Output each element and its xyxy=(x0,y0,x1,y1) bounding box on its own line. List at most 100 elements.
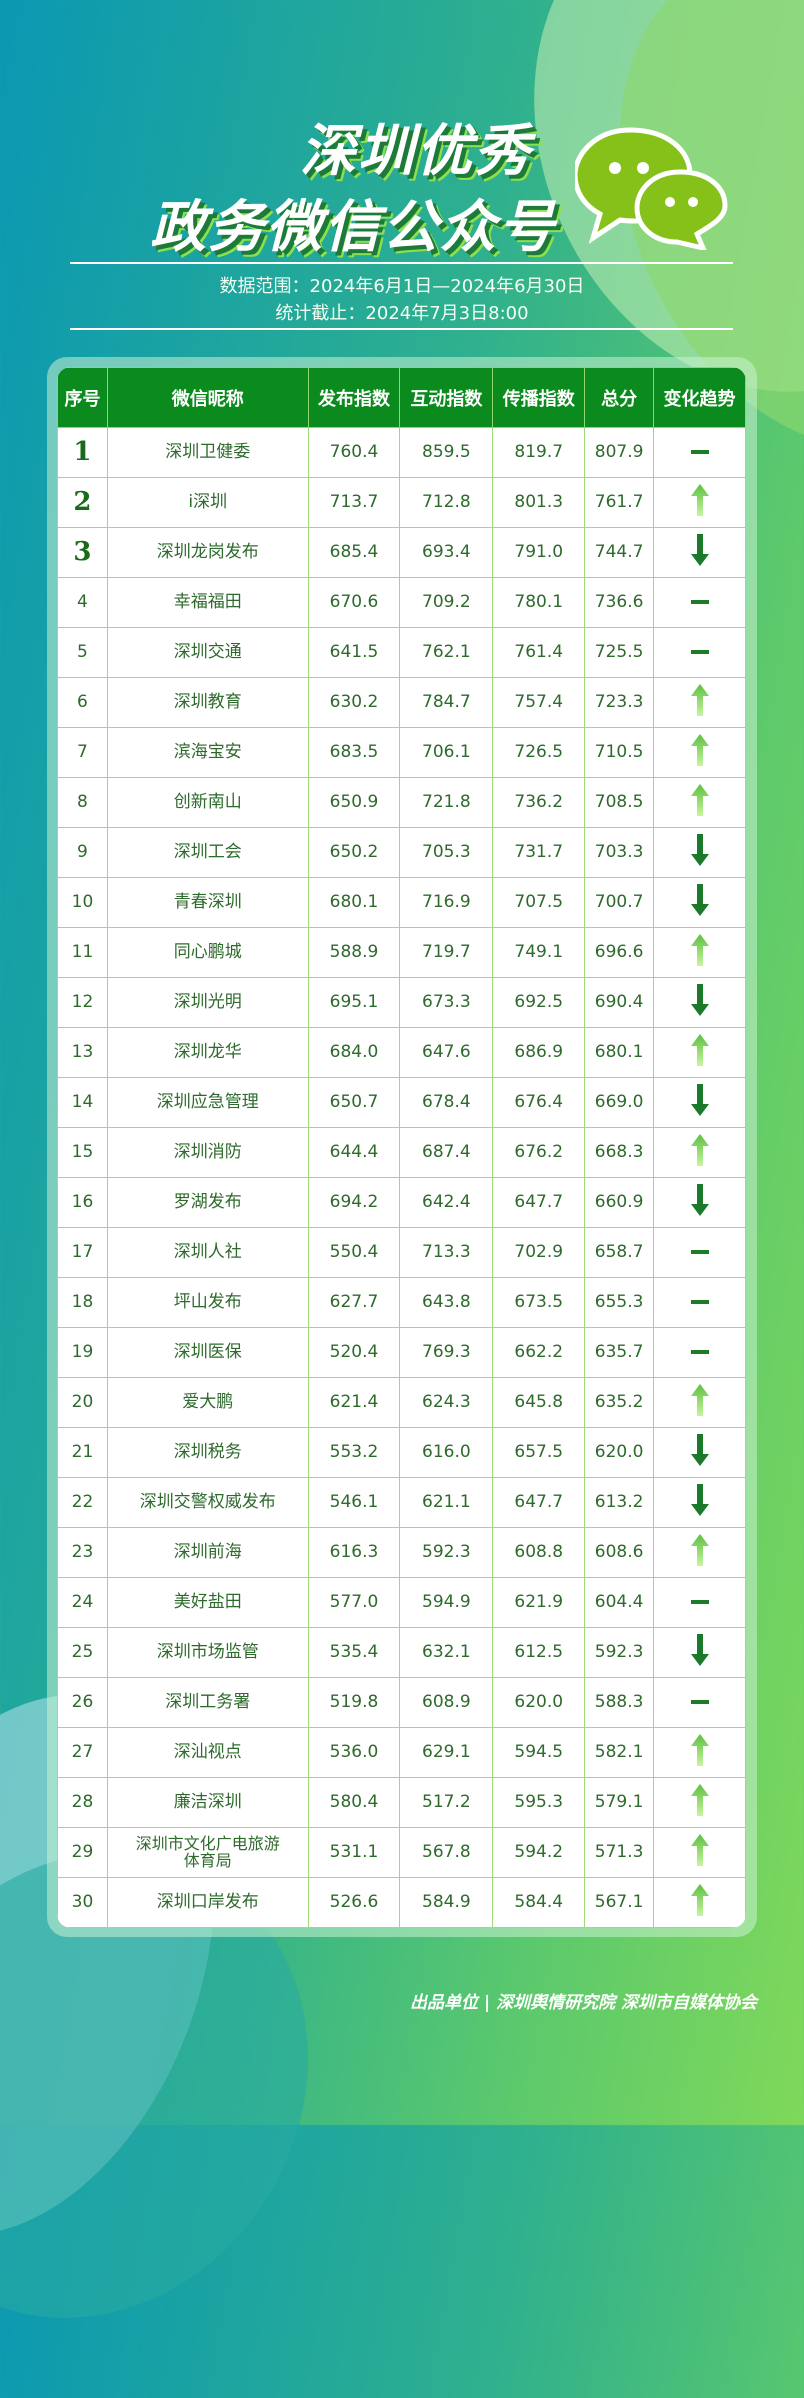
column-header: 微信昵称 xyxy=(106,367,309,428)
table-row: 28 廉洁深圳 580.4 517.2 595.3 579.1 xyxy=(57,1777,746,1828)
trend-cell xyxy=(653,577,746,628)
account-name-cell: 廉洁深圳 xyxy=(106,1777,309,1828)
total-score-cell: 582.1 xyxy=(584,1727,655,1778)
total-score-cell: 655.3 xyxy=(584,1277,655,1328)
divider xyxy=(70,328,733,330)
interaction-index-cell: 592.3 xyxy=(399,1527,494,1578)
account-name-cell: 坪山发布 xyxy=(106,1277,309,1328)
rank-cell: 5 xyxy=(57,627,108,678)
spread-index-cell: 645.8 xyxy=(492,1377,586,1428)
account-name-cell: 深圳交通 xyxy=(106,627,309,678)
trend-cell xyxy=(653,477,746,528)
arrow-down-icon xyxy=(690,1634,709,1667)
table-row: 20 爱大鹏 621.4 624.3 645.8 635.2 xyxy=(57,1377,746,1428)
spread-index-cell: 612.5 xyxy=(492,1627,586,1678)
publish-index-cell: 650.9 xyxy=(307,777,401,828)
trend-cell xyxy=(653,1677,746,1728)
publish-index-cell: 684.0 xyxy=(307,1027,401,1078)
rank-cell: 23 xyxy=(57,1527,108,1578)
rank-cell: 25 xyxy=(57,1627,108,1678)
column-header: 总分 xyxy=(584,367,655,428)
table-header-row: 序号 微信昵称 发布指数 互动指数 传播指数 总分 变化趋势 xyxy=(57,367,746,428)
rank-cell: 1 xyxy=(57,427,108,478)
arrow-up-icon xyxy=(690,1884,709,1917)
publish-index-cell: 680.1 xyxy=(307,877,401,928)
spread-index-cell: 647.7 xyxy=(492,1177,586,1228)
rank-cell: 15 xyxy=(57,1127,108,1178)
total-score-cell: 710.5 xyxy=(584,727,655,778)
account-name-cell: 创新南山 xyxy=(106,777,309,828)
spread-index-cell: 726.5 xyxy=(492,727,586,778)
spread-index-cell: 707.5 xyxy=(492,877,586,928)
no-change-icon xyxy=(690,1599,709,1604)
publish-index-cell: 536.0 xyxy=(307,1727,401,1778)
no-change-icon xyxy=(690,1349,709,1354)
total-score-cell: 592.3 xyxy=(584,1627,655,1678)
rank-cell: 20 xyxy=(57,1377,108,1428)
table-row: 11 同心鹏城 588.9 719.7 749.1 696.6 xyxy=(57,927,746,978)
account-name-cell: 深圳光明 xyxy=(106,977,309,1028)
spread-index-cell: 676.2 xyxy=(492,1127,586,1178)
spread-index-cell: 620.0 xyxy=(492,1677,586,1728)
spread-index-cell: 819.7 xyxy=(492,427,586,478)
arrow-up-icon xyxy=(690,1534,709,1567)
rank-cell: 2 xyxy=(57,477,108,528)
rank-cell: 16 xyxy=(57,1177,108,1228)
interaction-index-cell: 616.0 xyxy=(399,1427,494,1478)
total-score-cell: 608.6 xyxy=(584,1527,655,1578)
no-change-icon xyxy=(690,449,709,454)
trend-cell xyxy=(653,877,746,928)
spread-index-cell: 594.2 xyxy=(492,1827,586,1878)
arrow-up-icon xyxy=(690,784,709,817)
interaction-index-cell: 673.3 xyxy=(399,977,494,1028)
spread-index-cell: 686.9 xyxy=(492,1027,586,1078)
rank-cell: 13 xyxy=(57,1027,108,1078)
trend-cell xyxy=(653,727,746,778)
arrow-down-icon xyxy=(690,984,709,1017)
trend-cell xyxy=(653,827,746,878)
rank-cell: 9 xyxy=(57,827,108,878)
spread-index-cell: 662.2 xyxy=(492,1327,586,1378)
interaction-index-cell: 621.1 xyxy=(399,1477,494,1528)
arrow-down-icon xyxy=(690,534,709,567)
no-change-icon xyxy=(690,649,709,654)
table-row: 3 深圳龙岗发布 685.4 693.4 791.0 744.7 xyxy=(57,527,746,578)
table-row: 29 深圳市文化广电旅游体育局 531.1 567.8 594.2 571.3 xyxy=(57,1827,746,1878)
trend-cell xyxy=(653,1227,746,1278)
publish-index-cell: 577.0 xyxy=(307,1577,401,1628)
account-name-cell: 滨海宝安 xyxy=(106,727,309,778)
total-score-cell: 725.5 xyxy=(584,627,655,678)
arrow-down-icon xyxy=(690,834,709,867)
publish-index-cell: 670.6 xyxy=(307,577,401,628)
column-header: 互动指数 xyxy=(399,367,494,428)
total-score-cell: 660.9 xyxy=(584,1177,655,1228)
table-row: 18 坪山发布 627.7 643.8 673.5 655.3 xyxy=(57,1277,746,1328)
interaction-index-cell: 647.6 xyxy=(399,1027,494,1078)
interaction-index-cell: 629.1 xyxy=(399,1727,494,1778)
rank-cell: 14 xyxy=(57,1077,108,1128)
rank-cell: 4 xyxy=(57,577,108,628)
account-name-cell: 深圳工会 xyxy=(106,827,309,878)
table-row: 4 幸福福田 670.6 709.2 780.1 736.6 xyxy=(57,577,746,628)
total-score-cell: 567.1 xyxy=(584,1877,655,1928)
publish-index-cell: 644.4 xyxy=(307,1127,401,1178)
interaction-index-cell: 859.5 xyxy=(399,427,494,478)
trend-cell xyxy=(653,527,746,578)
spread-index-cell: 692.5 xyxy=(492,977,586,1028)
publish-index-cell: 535.4 xyxy=(307,1627,401,1678)
arrow-down-icon xyxy=(690,1434,709,1467)
total-score-cell: 669.0 xyxy=(584,1077,655,1128)
trend-cell xyxy=(653,1827,746,1878)
total-score-cell: 680.1 xyxy=(584,1027,655,1078)
publish-index-cell: 630.2 xyxy=(307,677,401,728)
arrow-up-icon xyxy=(690,484,709,517)
account-name-cell: 深圳教育 xyxy=(106,677,309,728)
rank-cell: 7 xyxy=(57,727,108,778)
publish-index-cell: 685.4 xyxy=(307,527,401,578)
publish-index-cell: 520.4 xyxy=(307,1327,401,1378)
arrow-up-icon xyxy=(690,1034,709,1067)
account-name-cell: 深圳龙华 xyxy=(106,1027,309,1078)
account-name-cell: 深圳市文化广电旅游体育局 xyxy=(106,1827,309,1878)
interaction-index-cell: 769.3 xyxy=(399,1327,494,1378)
divider xyxy=(70,262,733,264)
